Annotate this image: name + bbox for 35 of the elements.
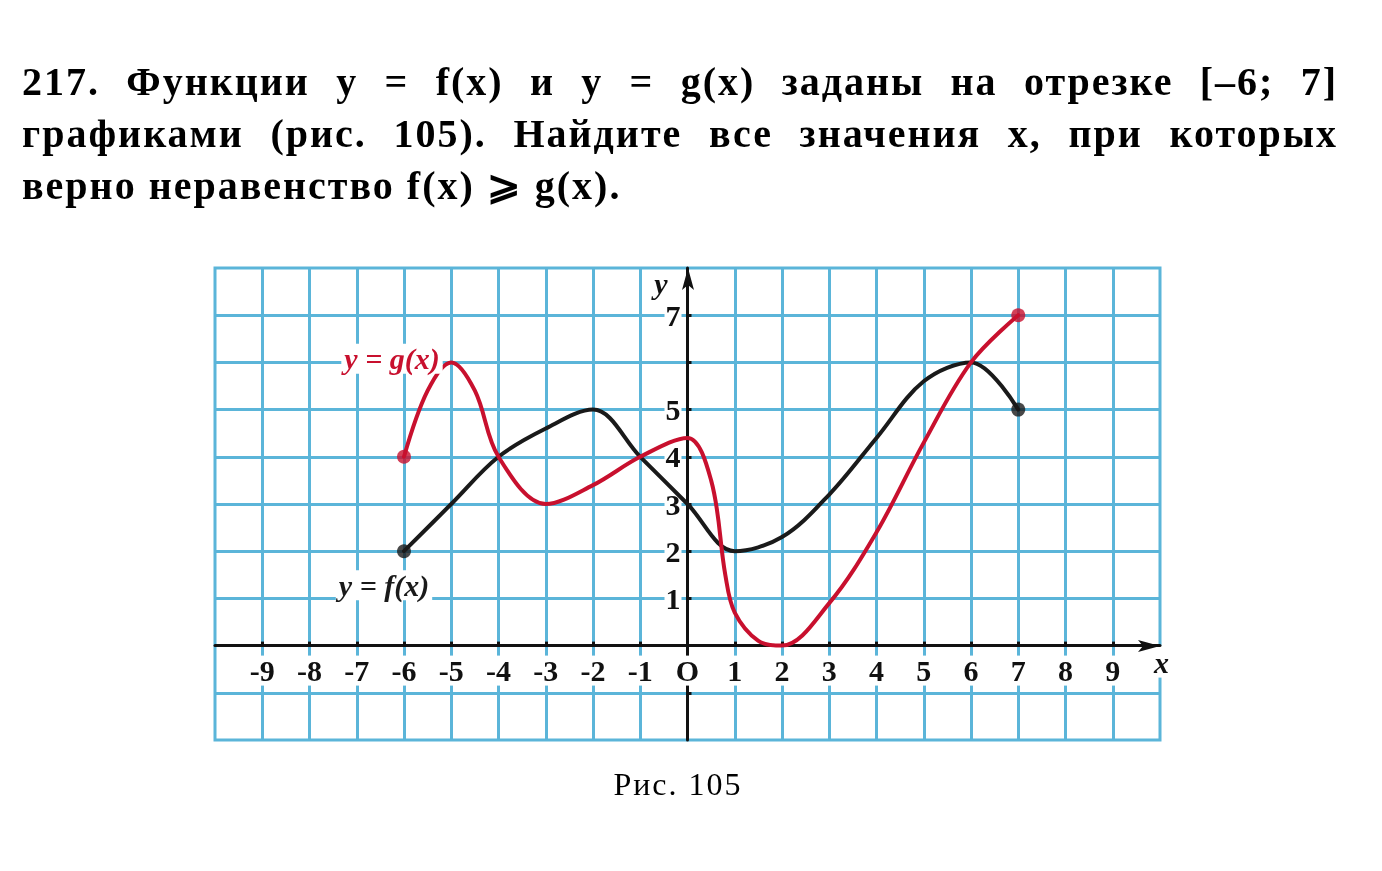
x-tick-label: -3	[533, 654, 559, 688]
x-tick-label: -1	[627, 654, 653, 688]
x-axis-title: x	[1153, 646, 1169, 680]
x-tick-label: -4	[486, 654, 511, 688]
y-tick-label: 5	[665, 393, 681, 427]
x-tick-label: -7	[344, 654, 370, 688]
y-tick-label: 2	[665, 534, 681, 568]
point	[397, 544, 411, 559]
x-tick-label: 4	[869, 654, 884, 688]
point	[1011, 308, 1026, 323]
x-tick-label: 7	[1010, 654, 1026, 688]
x-tick-label: 9	[1105, 654, 1121, 688]
series-label: y = g(x)	[341, 342, 440, 377]
y-tick-label: 4	[665, 440, 681, 474]
x-tick-label: -8	[297, 654, 322, 688]
x-tick-label: -2	[580, 654, 606, 688]
y-tick-label: 7	[665, 298, 681, 332]
x-tick-label: 8	[1058, 654, 1073, 688]
series-label: y = f(x)	[335, 568, 430, 603]
x-tick-label: -5	[438, 654, 464, 688]
x-tick-label: -6	[391, 654, 417, 688]
x-tick-label: 3	[821, 654, 837, 688]
x-tick-label: 1	[727, 654, 743, 688]
chart-title: 217. Функции y = f(x) и y = g(x) заданы на отрезке [–6; 7] графиками (рис. 105). Найдите все значения x, при которых верно неравенство f(x) ⩾ g(x).	[21, 58, 1339, 208]
x-tick-label: 2	[774, 654, 790, 688]
text: Рис. 105	[612, 766, 744, 803]
x-tick-label: -9	[249, 654, 275, 688]
y-tick-label: 3	[665, 487, 681, 521]
x-tick-label: 6	[963, 654, 979, 688]
y-tick-label: 1	[665, 581, 681, 615]
y-axis-title: y	[651, 266, 669, 300]
point	[1011, 402, 1026, 417]
x-tick-label: O	[675, 654, 700, 688]
x-tick-label: 5	[916, 654, 932, 688]
point	[397, 449, 411, 464]
